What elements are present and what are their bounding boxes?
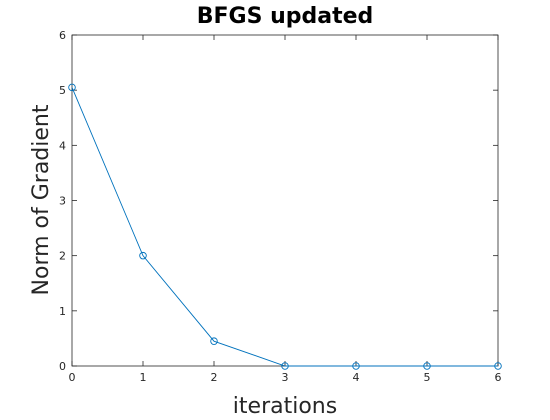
x-tick-label: 4 — [353, 371, 360, 384]
y-tick-label: 5 — [59, 84, 66, 97]
x-tick-label: 0 — [69, 371, 76, 384]
data-point-marker — [281, 362, 289, 370]
x-axis-ticks: 0 1 2 3 4 5 6 — [69, 35, 502, 384]
x-tick-label: 2 — [211, 371, 218, 384]
y-tick-label: 1 — [59, 305, 66, 318]
x-tick-label: 1 — [140, 371, 147, 384]
data-point-marker — [352, 362, 360, 370]
x-tick-label: 3 — [282, 371, 289, 384]
x-axis-label: iterations — [233, 394, 337, 419]
y-tick-label: 6 — [59, 29, 66, 42]
y-axis-label: Norm of Gradient — [29, 104, 54, 295]
data-point-marker — [68, 83, 76, 92]
axes-box — [71, 34, 499, 367]
chart-title: BFGS updated — [197, 4, 374, 29]
series-line — [71, 87, 498, 367]
y-axis-ticks: 0 1 2 3 4 5 6 — [59, 29, 498, 373]
y-tick-label: 3 — [59, 195, 66, 208]
data-point-marker — [210, 337, 218, 345]
y-tick-label: 4 — [59, 139, 66, 152]
plot-area: 0 1 2 3 4 5 6 0 1 2 3 4 5 6 — [59, 29, 502, 384]
x-tick-label: 5 — [424, 371, 431, 384]
y-tick-label: 2 — [59, 250, 66, 263]
x-tick-label: 6 — [495, 371, 502, 384]
y-tick-label: 0 — [59, 360, 66, 373]
data-point-marker — [423, 362, 431, 370]
data-point-marker — [494, 362, 502, 370]
data-point-marker — [139, 251, 147, 260]
series-layer — [68, 83, 502, 370]
